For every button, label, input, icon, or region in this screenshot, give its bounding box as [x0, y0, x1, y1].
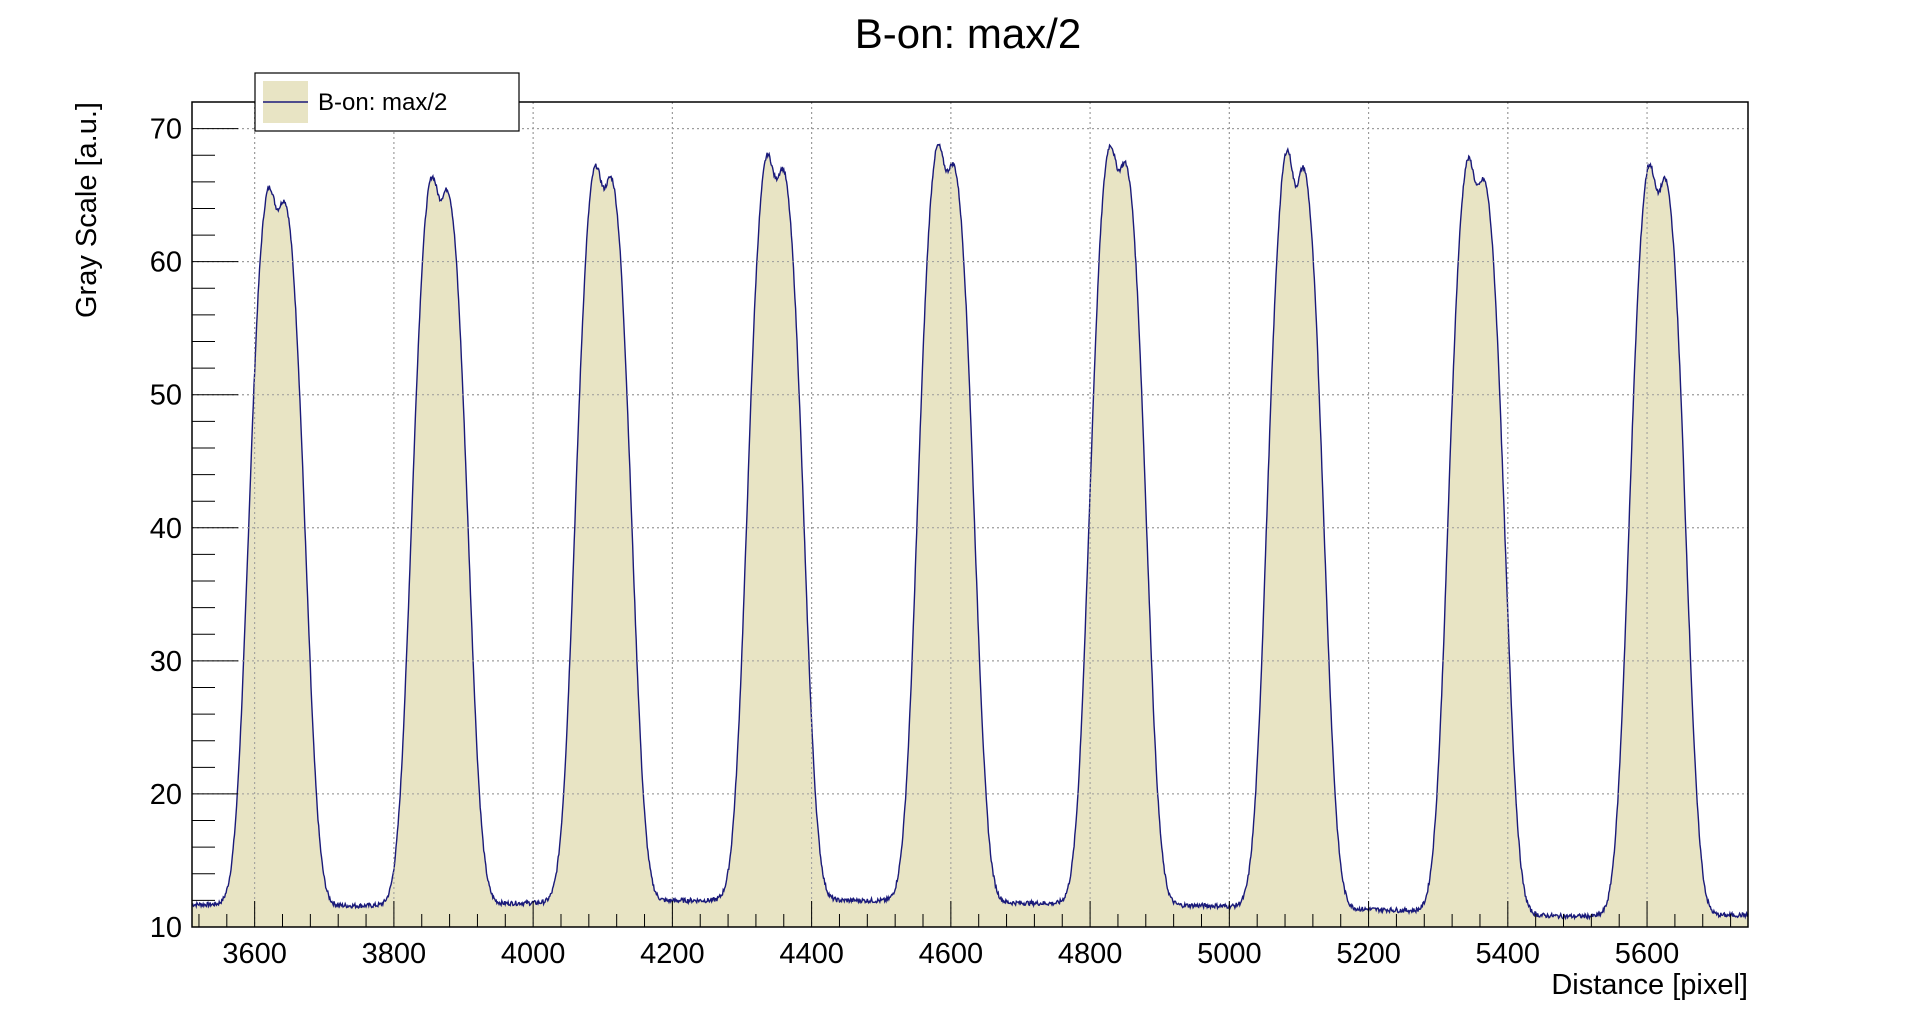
- x-tick-label: 4200: [640, 938, 705, 970]
- plot-frame: [191, 101, 1749, 928]
- chart-title: B-on: max/2: [855, 10, 1081, 57]
- y-tick-label: 50: [150, 380, 182, 412]
- data-layer: [191, 102, 1749, 928]
- x-tick-label: 4800: [1058, 938, 1123, 970]
- x-tick-label: 3800: [362, 938, 427, 970]
- y-tick-label: 30: [150, 646, 182, 678]
- x-tick-label: 4600: [919, 938, 984, 970]
- x-tick-label: 3600: [222, 938, 287, 970]
- x-tick-label: 5400: [1476, 938, 1541, 970]
- axis-layer: 3600 3800 4000 4200 4400 4600 4800 5000 5200 5400…: [150, 101, 1732, 970]
- y-tick-label: 20: [150, 779, 182, 811]
- x-tick-label: 5000: [1197, 938, 1262, 970]
- y-tick-label: 40: [150, 513, 182, 545]
- y-tick-label: 70: [150, 114, 182, 146]
- y-axis-title: Gray Scale [a.u.]: [71, 102, 103, 318]
- x-tick-label: 4400: [779, 938, 844, 970]
- series-area: [192, 144, 1748, 928]
- x-tick-label: 5600: [1615, 938, 1680, 970]
- legend-label: B-on: max/2: [318, 89, 447, 116]
- legend[interactable]: B-on: max/2: [254, 72, 520, 132]
- x-axis-title: Distance [pixel]: [1551, 969, 1748, 1001]
- x-tick-label: 5200: [1336, 938, 1401, 970]
- series-line: [191, 143, 1749, 921]
- y-tick-label: 60: [150, 247, 182, 279]
- x-tick-label: 4000: [501, 938, 566, 970]
- y-tick-label: 10: [150, 912, 182, 944]
